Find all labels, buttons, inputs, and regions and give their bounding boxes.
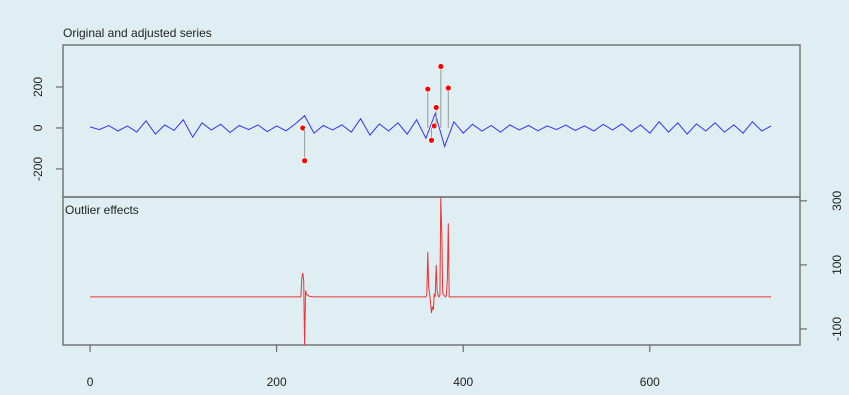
panel-title: Original and adjusted series xyxy=(63,26,212,40)
outlier-point xyxy=(424,85,432,93)
series-line xyxy=(89,112,772,148)
y-tick-label: 0 xyxy=(31,124,45,131)
x-tick-label: 200 xyxy=(267,375,287,389)
x-tick-label: 400 xyxy=(453,375,473,389)
y-tick-label: -100 xyxy=(830,317,844,341)
series-line xyxy=(90,197,772,346)
x-tick-label: 0 xyxy=(87,375,94,389)
outlier-point xyxy=(428,136,435,144)
y-tick-label: 200 xyxy=(31,77,45,97)
y-tick-label: -200 xyxy=(31,157,45,181)
panel-frame xyxy=(62,44,801,198)
y-tick-label: 300 xyxy=(830,191,844,211)
outlier-point xyxy=(301,157,309,165)
panel-title: Outlier effects xyxy=(65,203,139,217)
y-tick-label: 100 xyxy=(830,255,844,275)
outlier-point xyxy=(437,63,445,70)
outlier-point xyxy=(432,104,440,111)
outlier-point xyxy=(444,84,452,92)
panel-frame xyxy=(62,196,801,346)
x-tick-label: 600 xyxy=(640,375,660,389)
